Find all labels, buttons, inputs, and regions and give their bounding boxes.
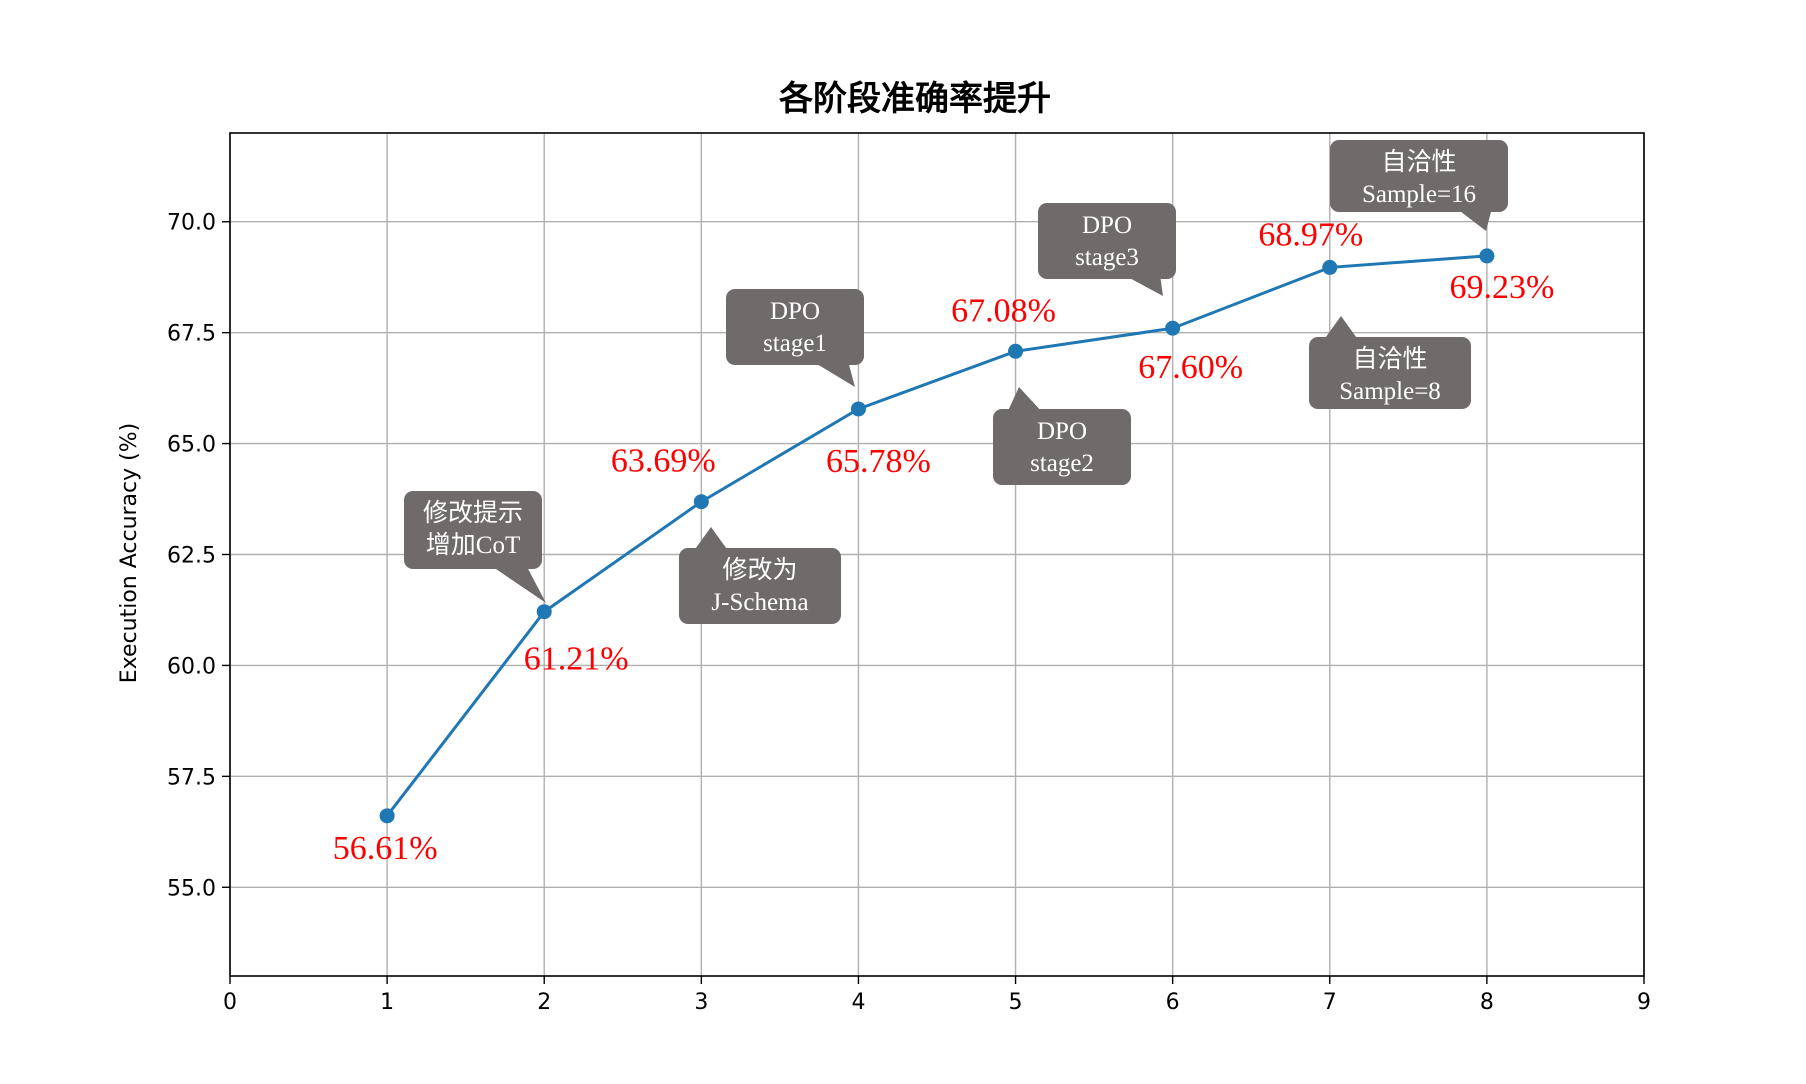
callout-pointer [693,527,729,552]
callout-box [679,548,841,624]
data-point [693,494,709,510]
y-tick-label: 62.5 [167,544,216,569]
callout-text: Sample=8 [1339,378,1441,405]
data-label: 65.78% [826,443,931,480]
callout-box [404,491,542,569]
callout-box [993,409,1131,485]
data-point [1008,343,1024,359]
callout-text: 修改为 [722,556,797,584]
callout-text: DPO [1037,418,1087,445]
callout-text: DPO [770,298,820,325]
x-tick-label: 8 [1480,990,1494,1015]
x-tick-label: 9 [1637,990,1651,1015]
data-labels: 56.61% 61.21% 63.69% 65.78% 67.08% 67.60% 68.9… [333,216,1555,866]
callout-box [726,289,864,365]
callout-text: J-Schema [711,589,808,616]
callout-text: 增加CoT [426,531,520,559]
plot-frame [229,132,1645,977]
data-label: 63.69% [611,443,716,480]
x-tick-label: 7 [1323,990,1337,1015]
data-point [536,604,552,620]
x-tick-label: 1 [380,990,394,1015]
x-tick-label: 0 [223,990,237,1015]
data-point [1479,248,1495,264]
callout-text: stage1 [763,330,827,357]
series-line [385,254,1487,817]
y-tick-label: 60.0 [167,654,216,679]
callout-text: DPO [1082,212,1132,239]
annotations: 修改提示增加CoT修改为J-SchemaDPOstage1DPOstage2DP… [404,140,1508,624]
annotation-callout: DPO stage1 [726,289,864,387]
callout-pointer [1124,275,1163,296]
y-axis-label: Execution Accuracy (%) [117,423,142,683]
data-label: 56.61% [333,830,438,867]
chart-title: 各阶段准确率提升 [779,79,1051,119]
data-label: 67.60% [1138,349,1243,386]
callout-text: 自洽性 [1381,148,1456,176]
series-layer [379,248,1495,824]
callout-pointer [1323,316,1359,341]
data-label: 69.23% [1449,269,1554,306]
grid-lines [229,133,1645,976]
x-tick-label: 4 [851,990,865,1015]
data-point [379,808,395,824]
callout-text: 自洽性 [1352,345,1427,373]
y-tick-label: 65.0 [167,433,216,458]
x-tick-label: 5 [1009,990,1023,1015]
data-point [850,401,866,417]
axis-ticks: 0 1 2 3 4 5 6 7 8 9 55.0 57.5 60.0 62.5 65.0 67.5 70.0 [167,211,1651,1015]
y-tick-label: 55.0 [167,876,216,901]
y-tick-label: 57.5 [167,765,216,790]
callout-text: stage2 [1030,450,1094,477]
annotation-callout: DPO stage2 [993,387,1131,485]
x-tick-label: 3 [694,990,708,1015]
callout-box [1038,203,1176,279]
annotation-callout: DPO stage3 [1038,203,1176,296]
x-tick-label: 2 [537,990,551,1015]
annotation-callout: 自洽性 Sample=16 [1330,140,1508,231]
x-tick-label: 6 [1166,990,1180,1015]
y-tick-label: 70.0 [167,211,216,236]
data-point [1165,320,1181,336]
callout-pointer [490,565,546,603]
callout-box [1330,140,1508,212]
callout-text: Sample=16 [1362,181,1476,208]
callout-box [1309,337,1471,409]
data-point [1322,259,1338,275]
data-label: 61.21% [524,641,629,678]
annotation-callout: 自洽性 Sample=8 [1309,316,1471,409]
callout-text: stage3 [1075,244,1139,271]
callout-pointer [812,361,855,387]
annotation-callout: 修改为 J-Schema [679,527,841,624]
callout-pointer [1456,208,1492,231]
callout-text: 修改提示 [423,499,523,527]
callout-pointer [1007,387,1043,413]
y-tick-label: 67.5 [167,322,216,347]
data-label: 68.97% [1258,216,1363,253]
data-label: 67.08% [951,292,1056,329]
